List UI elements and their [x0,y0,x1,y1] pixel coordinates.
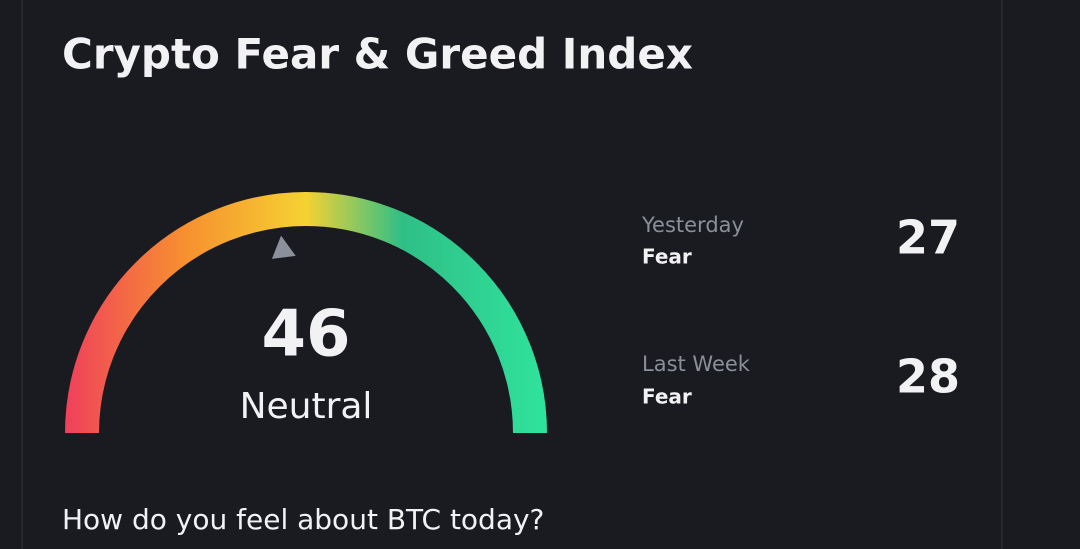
history-period: Yesterday [641,213,744,237]
gauge-arc [65,192,547,434]
gauge-value: 46 [261,298,350,372]
history-period: Last Week [642,352,751,376]
history-label: Fear [642,245,692,269]
gauge-pointer [271,235,296,259]
gauge-label: Neutral [240,386,373,427]
history-value: 27 [896,211,960,265]
history-label: Fear [642,385,692,409]
prompt[interactable]: How do you feel about BTC today? [62,503,544,536]
title: Crypto Fear & Greed Index [62,30,693,79]
history-value: 28 [896,350,960,404]
